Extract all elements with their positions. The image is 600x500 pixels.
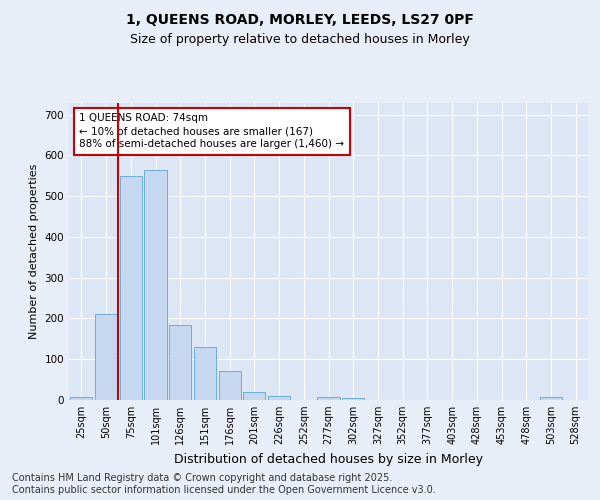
Bar [70, 396, 92, 400]
Text: 1 QUEENS ROAD: 74sqm
← 10% of detached houses are smaller (167)
88% of semi-deta: 1 QUEENS ROAD: 74sqm ← 10% of detached h… [79, 113, 344, 150]
Bar [145, 170, 167, 400]
X-axis label: Distribution of detached houses by size in Morley: Distribution of detached houses by size … [174, 452, 483, 466]
Bar [243, 392, 265, 400]
Bar [119, 176, 142, 400]
Bar [268, 396, 290, 400]
Bar [194, 347, 216, 400]
Bar [169, 324, 191, 400]
Bar [95, 314, 117, 400]
Text: Size of property relative to detached houses in Morley: Size of property relative to detached ho… [130, 32, 470, 46]
Text: Contains HM Land Registry data © Crown copyright and database right 2025.
Contai: Contains HM Land Registry data © Crown c… [12, 474, 436, 495]
Bar [218, 372, 241, 400]
Bar [342, 398, 364, 400]
Bar [317, 396, 340, 400]
Text: 1, QUEENS ROAD, MORLEY, LEEDS, LS27 0PF: 1, QUEENS ROAD, MORLEY, LEEDS, LS27 0PF [126, 12, 474, 26]
Y-axis label: Number of detached properties: Number of detached properties [29, 164, 39, 339]
Bar [540, 396, 562, 400]
